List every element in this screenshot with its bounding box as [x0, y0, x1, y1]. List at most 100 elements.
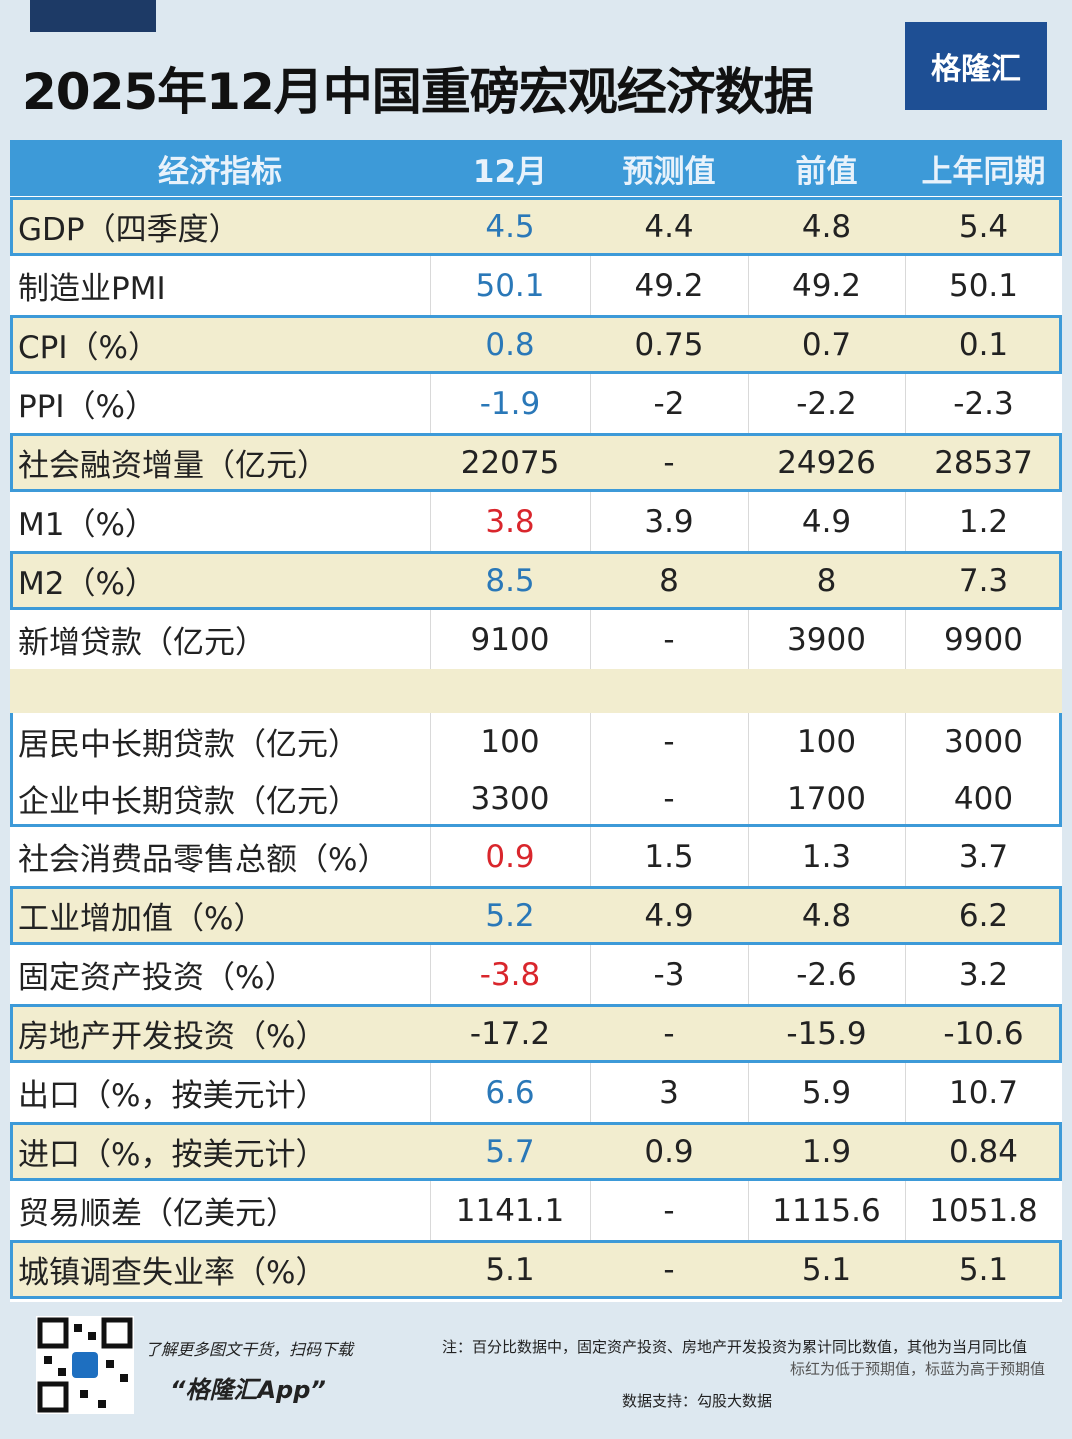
cell-value: 0.9: [644, 1133, 694, 1170]
cell-value: 9100: [470, 621, 550, 658]
cell-value: 8.5: [485, 562, 535, 599]
cell-value: 5.1: [801, 1251, 852, 1288]
row-label: 企业中长期贷款（亿元）: [18, 784, 359, 820]
cell-value: 3900: [787, 621, 866, 658]
column-divider: [748, 374, 749, 433]
column-header: 前值: [795, 153, 858, 190]
table-row: CPI（%） 0.8 0.75 0.7 0.1: [10, 315, 1062, 374]
column-divider: [430, 492, 431, 551]
cell-value: 100: [480, 723, 540, 760]
table-row: 出口（%，按美元计） 6.6 3 5.9 10.7: [10, 1063, 1062, 1122]
cell-value: -: [663, 1251, 675, 1288]
column-divider: [905, 770, 906, 827]
column-divider: [430, 610, 431, 669]
cell-value: 4.9: [801, 503, 852, 540]
column-divider: [430, 256, 431, 315]
column-divider: [905, 374, 906, 433]
cell-value: 6.2: [958, 897, 1009, 934]
table-row: 工业增加值（%） 5.2 4.9 4.8 6.2: [10, 886, 1062, 945]
cell-value: -: [663, 1015, 675, 1052]
row-label: 房地产开发投资（%）: [18, 1019, 327, 1055]
cell-value: 1115.6: [772, 1192, 881, 1229]
cell-value: 4.8: [801, 897, 852, 934]
column-divider: [905, 1181, 906, 1240]
cell-value: 1.5: [644, 838, 694, 875]
cell-value: 4.4: [644, 208, 694, 245]
column-divider: [590, 713, 591, 770]
cell-value: 24926: [777, 444, 876, 481]
column-header: 经济指标: [158, 153, 282, 190]
table-row: 制造业PMI 50.1 49.2 49.2 50.1: [10, 256, 1062, 315]
table-row: 城镇调查失业率（%） 5.1 - 5.1 5.1: [10, 1240, 1062, 1299]
row-label: 新增贷款（亿元）: [18, 625, 266, 661]
cell-value: 9900: [944, 621, 1023, 658]
group-band: [10, 669, 1062, 713]
cell-value: 0.84: [948, 1133, 1019, 1170]
row-label: 城镇调查失业率（%）: [18, 1255, 327, 1291]
row-label: 贸易顺差（亿美元）: [18, 1196, 297, 1232]
row-label: M1（%）: [18, 507, 156, 543]
cell-value: -2.2: [796, 385, 857, 422]
cell-value: -: [663, 621, 675, 658]
row-label: GDP（四季度）: [18, 212, 240, 248]
row-label: 固定资产投资（%）: [18, 960, 296, 996]
cell-value: 3.8: [485, 503, 535, 540]
column-divider: [590, 827, 591, 886]
column-divider: [748, 1181, 749, 1240]
cell-value: -: [663, 1192, 675, 1229]
column-divider: [748, 1063, 749, 1122]
row-label: M2（%）: [18, 566, 156, 602]
cell-value: 0.7: [801, 326, 852, 363]
cell-value: -: [663, 780, 675, 817]
table-row: GDP（四季度） 4.5 4.4 4.8 5.4: [10, 197, 1062, 256]
column-divider: [590, 610, 591, 669]
column-divider: [748, 256, 749, 315]
qr-code: [36, 1316, 134, 1414]
cell-value: 5.1: [485, 1251, 535, 1288]
top-block: [30, 0, 156, 32]
cell-value: 3.7: [958, 838, 1009, 875]
cell-value: -: [663, 723, 675, 760]
column-divider: [748, 827, 749, 886]
table-row: 居民中长期贷款（亿元） 100 - 100 3000: [10, 713, 1062, 770]
row-label: 进口（%，按美元计）: [18, 1137, 327, 1173]
cell-value: 1.2: [958, 503, 1009, 540]
cell-value: -15.9: [786, 1015, 867, 1052]
column-divider: [590, 1181, 591, 1240]
cell-value: 5.1: [958, 1251, 1009, 1288]
cell-value: 100: [796, 723, 857, 760]
cell-value: 4.8: [801, 208, 852, 245]
cell-value: -1.9: [479, 385, 541, 422]
data-table: 经济指标 12月 预测值 前值 上年同期 GDP（四季度） 4.5 4.4 4.8 5.4 制造业P…: [10, 140, 1062, 1302]
cell-value: -10.6: [943, 1015, 1024, 1052]
cell-value: 1.9: [801, 1133, 852, 1170]
cell-value: 1051.8: [929, 1192, 1038, 1229]
legend-note: 标红为低于预期值，标蓝为高于预期值: [790, 1360, 1046, 1378]
cell-value: 5.7: [485, 1133, 535, 1170]
column-divider: [590, 256, 591, 315]
cell-value: 400: [953, 780, 1014, 817]
table-row: 进口（%，按美元计） 5.7 0.9 1.9 0.84: [10, 1122, 1062, 1181]
cell-value: 3300: [470, 780, 550, 817]
cell-value: 4.9: [644, 897, 694, 934]
cell-value: 5.4: [958, 208, 1009, 245]
logo-text: 格隆汇: [931, 52, 1021, 87]
column-divider: [430, 1063, 431, 1122]
column-divider: [905, 945, 906, 1004]
column-divider: [905, 713, 906, 770]
column-header: 预测值: [622, 153, 716, 190]
column-divider: [430, 713, 431, 770]
column-divider: [430, 1181, 431, 1240]
logo: 格隆汇: [905, 22, 1047, 110]
column-divider: [905, 256, 906, 315]
cell-value: 5.9: [801, 1074, 852, 1111]
cell-value: -2.3: [953, 385, 1014, 422]
cell-value: -2.6: [796, 956, 857, 993]
column-divider: [748, 610, 749, 669]
column-divider: [430, 374, 431, 433]
cell-value: 3.2: [958, 956, 1009, 993]
cell-value: 8: [816, 562, 837, 599]
row-label: 工业增加值（%）: [18, 901, 265, 937]
header-row: 经济指标 12月 预测值 前值 上年同期: [10, 140, 1062, 196]
